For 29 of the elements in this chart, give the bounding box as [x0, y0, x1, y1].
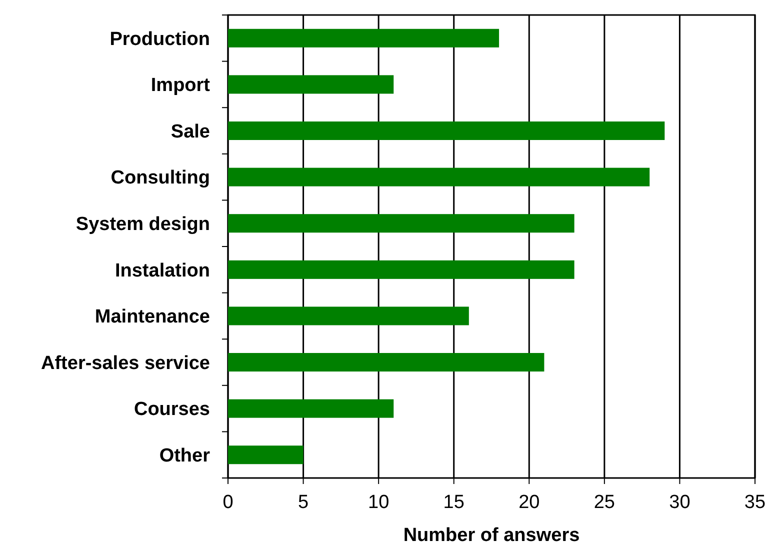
- bar: [228, 306, 469, 326]
- bar: [228, 168, 650, 186]
- y-tick-label: Maintenance: [94, 306, 210, 328]
- bar: [228, 28, 500, 48]
- y-tick-label: Sale: [170, 121, 210, 142]
- y-tick-label: Courses: [134, 399, 210, 420]
- x-tick-label: 30: [669, 492, 690, 513]
- bar: [228, 214, 574, 233]
- bar: [228, 260, 574, 279]
- y-tick-label: Import: [150, 75, 211, 96]
- y-tick-label: Production: [110, 28, 210, 50]
- y-tick-label: System design: [76, 214, 210, 235]
- bar: [228, 75, 394, 94]
- y-tick-label: Other: [159, 446, 211, 466]
- bar: [228, 121, 665, 140]
- bar: [228, 399, 394, 418]
- y-tick-label: Instalation: [114, 260, 210, 282]
- x-axis-title: Number of answers: [403, 525, 580, 546]
- x-tick-label: 25: [594, 492, 615, 513]
- x-tick-label: 20: [518, 492, 540, 513]
- x-tick-label: 35: [744, 492, 766, 513]
- x-tick-label: 10: [368, 492, 390, 513]
- bar: [228, 446, 304, 464]
- bar: [228, 352, 544, 372]
- x-tick-label: 5: [298, 492, 309, 513]
- x-tick-label: 15: [443, 492, 464, 513]
- x-tick-label: 0: [222, 492, 234, 513]
- y-tick-label: Consulting: [110, 168, 210, 189]
- y-tick-label: After-sales service: [41, 352, 210, 374]
